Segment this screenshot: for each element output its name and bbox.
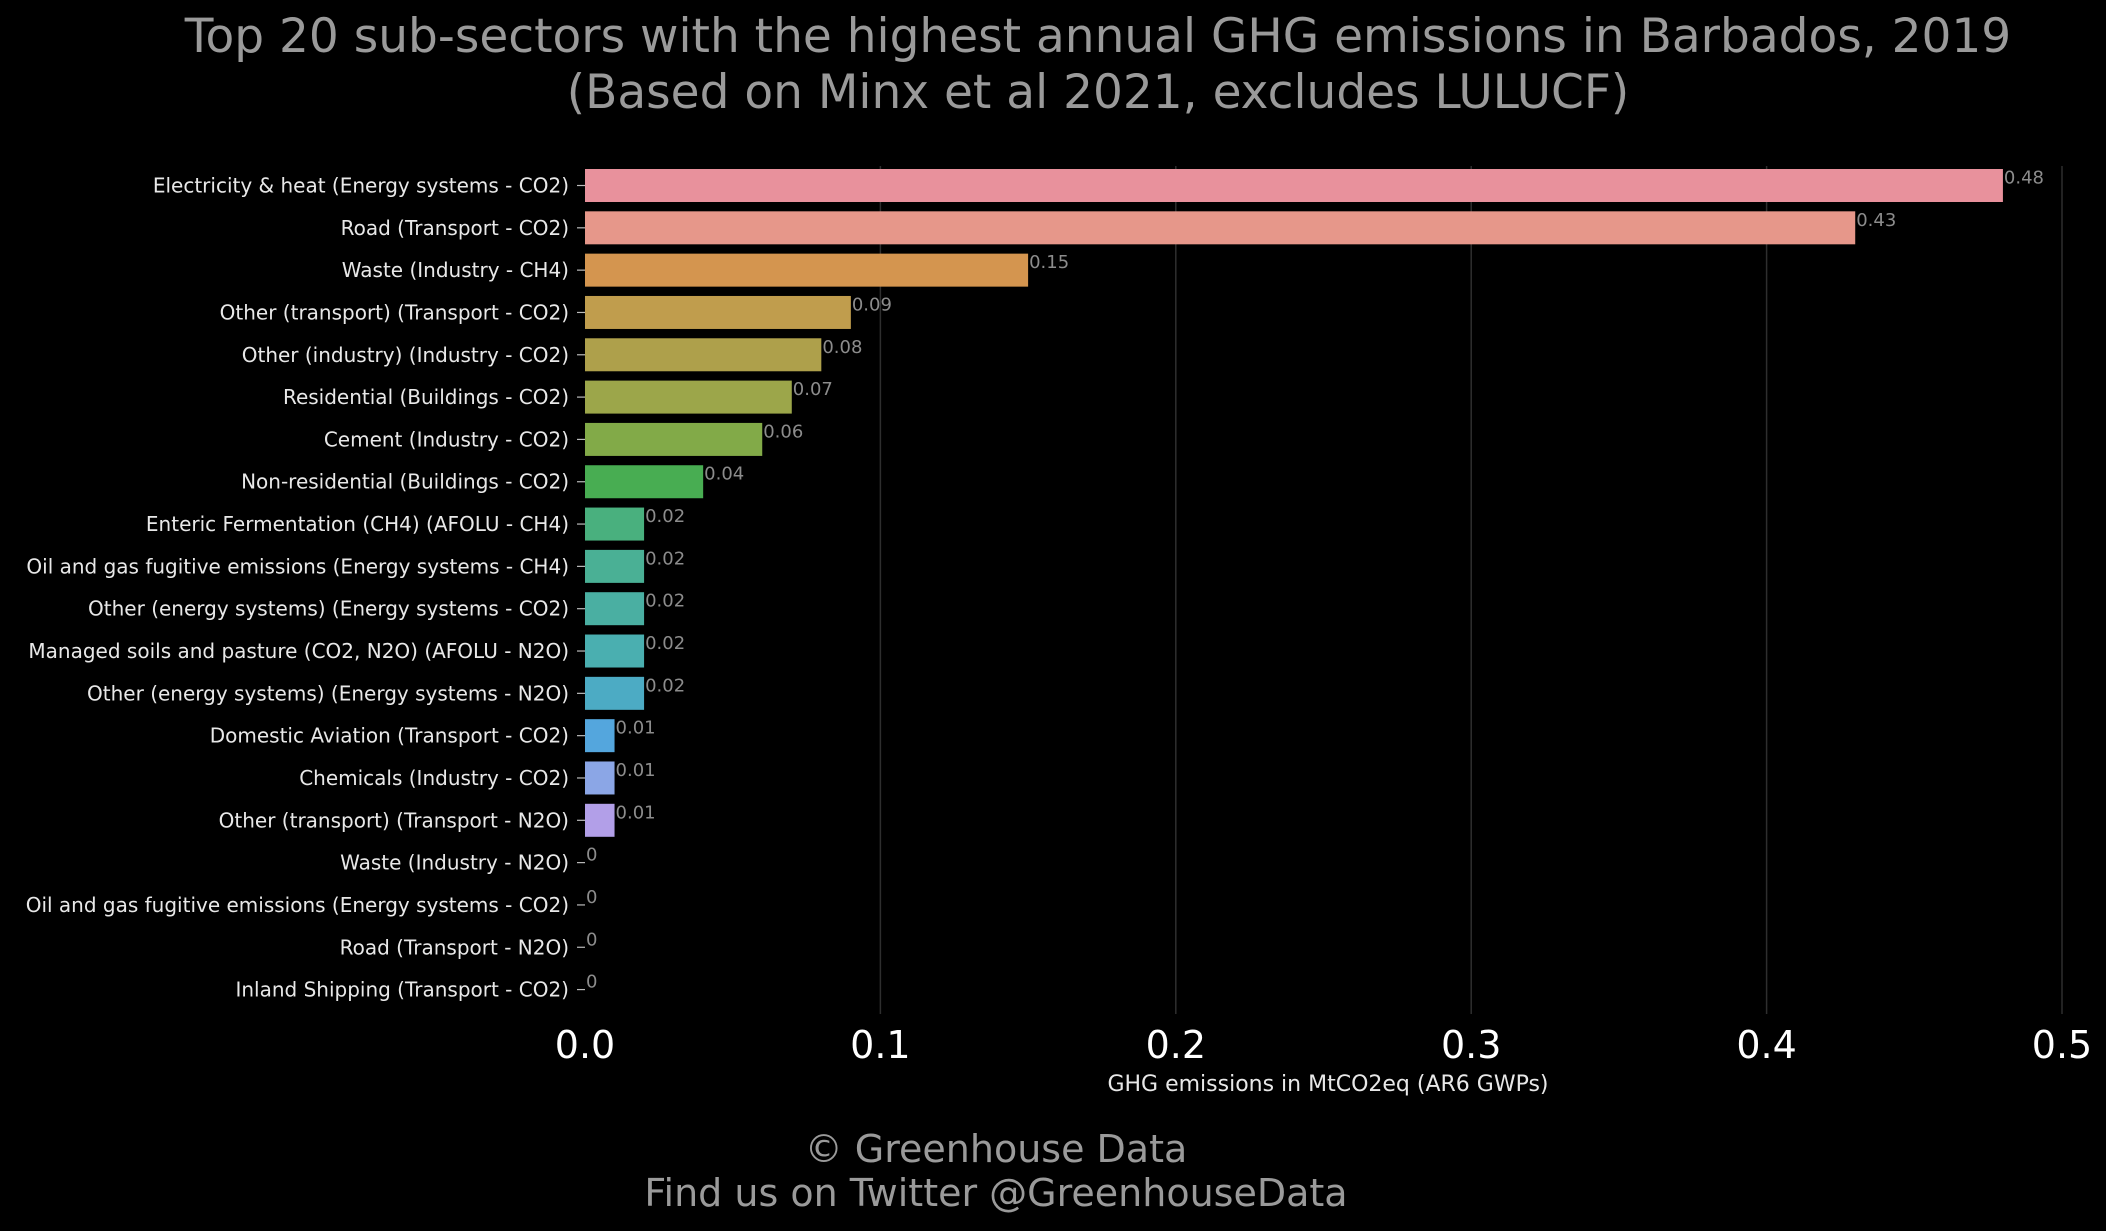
value-label: 0.08 [822,337,862,358]
category-label: Waste (Industry - CH4) [342,258,569,282]
x-tick-label: 0.5 [2032,1023,2092,1067]
y-axis-category-labels: Electricity & heat (Energy systems - CO2… [26,174,569,1002]
value-label: 0.07 [793,379,833,400]
category-label: Other (energy systems) (Energy systems -… [88,597,569,621]
y-axis-ticks [577,184,585,991]
value-label: 0 [586,929,597,950]
category-label: Inland Shipping (Transport - CO2) [235,978,569,1002]
credit-twitter: Find us on Twitter @GreenhouseData [644,1171,1347,1215]
value-label: 0.04 [704,464,744,485]
bar [585,803,615,837]
category-label: Residential (Buildings - CO2) [283,385,569,409]
bars [585,169,2003,837]
category-label: Non-residential (Buildings - CO2) [241,470,569,494]
category-label: Enteric Fermentation (CH4) (AFOLU - CH4) [146,512,569,536]
bar [585,422,763,456]
x-tick-label: 0.2 [1146,1023,1206,1067]
value-label: 0.02 [645,633,685,654]
x-grid-lines [879,166,2063,1014]
value-label: 0.01 [616,760,656,781]
x-axis-label: GHG emissions in MtCO2eq (AR6 GWPs) [1107,1072,1548,1097]
x-tick-label: 0.1 [850,1023,910,1067]
bar [585,211,1856,245]
value-label: 0.02 [645,506,685,527]
bar-value-labels: 0.48 0.43 0.15 0.09 0.08 0.07 0.06 0.04 0.02 0.02… [586,168,2044,993]
category-label: Oil and gas fugitive emissions (Energy s… [26,893,569,917]
category-label: Cement (Industry - CO2) [324,427,569,451]
category-label: Road (Transport - N2O) [340,935,569,959]
value-label: 0 [586,972,597,993]
value-label: 0.43 [1856,210,1896,231]
bar [585,719,615,753]
bar [585,761,615,795]
x-tick-label: 0.4 [1736,1023,1796,1067]
category-label: Managed soils and pasture (CO2, N2O) (AF… [28,639,569,663]
category-label: Other (transport) (Transport - CO2) [220,300,569,324]
category-label: Chemicals (Industry - CO2) [299,766,569,790]
category-label: Domestic Aviation (Transport - CO2) [210,724,569,748]
category-label: Waste (Industry - N2O) [340,851,569,875]
category-label: Oil and gas fugitive emissions (Energy s… [26,554,569,578]
value-label: 0.01 [616,802,656,823]
category-label: Electricity & heat (Energy systems - CO2… [153,174,569,198]
chart-subtitle: (Based on Minx et al 2021, excludes LULU… [567,65,1629,120]
bar [585,549,645,583]
bar [585,338,822,372]
category-label: Other (energy systems) (Energy systems -… [87,681,569,705]
value-label: 0.01 [616,718,656,739]
bar [585,592,645,626]
value-label: 0.48 [2004,168,2044,189]
bar [585,634,645,668]
bar [585,380,792,414]
bar [585,465,704,499]
x-tick-label: 0.0 [555,1023,615,1067]
value-label: 0.02 [645,675,685,696]
bar [585,253,1029,287]
category-label: Road (Transport - CO2) [341,216,569,240]
category-label: Other (transport) (Transport - N2O) [219,808,569,832]
bar [585,295,851,329]
value-label: 0.15 [1029,252,1069,273]
value-label: 0.02 [645,548,685,569]
chart-title: Top 20 sub-sectors with the highest annu… [184,9,2011,64]
x-axis-tick-labels: 0.0 0.1 0.2 0.3 0.4 0.5 [555,1023,2092,1067]
category-label: Other (industry) (Industry - CO2) [242,343,569,367]
value-label: 0.02 [645,591,685,612]
value-label: 0.06 [763,421,803,442]
bar [585,676,645,710]
bar [585,507,645,541]
credit-copyright: © Greenhouse Data [805,1127,1188,1171]
value-label: 0.09 [852,294,892,315]
value-label: 0 [586,845,597,866]
bar [585,169,2003,202]
value-label: 0 [586,887,597,908]
x-tick-label: 0.3 [1441,1023,1501,1067]
